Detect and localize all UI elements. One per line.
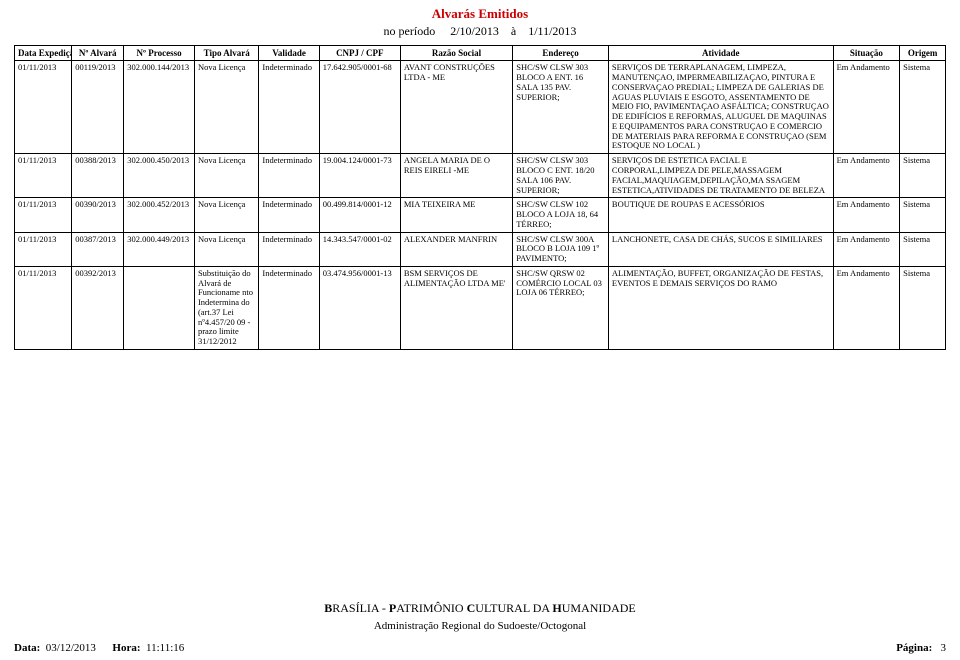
table-row: 01/11/2013 00392/2013 Substituição do Al…	[15, 266, 946, 349]
cell-situacao: Em Andamento	[833, 198, 900, 232]
cell-data: 01/11/2013	[15, 154, 72, 198]
cell-atividade: BOUTIQUE DE ROUPAS E ACESSÓRIOS	[608, 198, 833, 232]
page-title: Alvarás Emitidos	[14, 6, 946, 22]
cell-tipo: Nova Licença	[194, 61, 258, 154]
cell-situacao: Em Andamento	[833, 232, 900, 266]
period-line: no período 2/10/2013 à 1/11/2013	[14, 24, 946, 39]
col-razao: Razão Social	[400, 46, 512, 61]
cell-razao: BSM SERVIÇOS DE ALIMENTAÇÃO LTDA ME'	[400, 266, 512, 349]
cell-data: 01/11/2013	[15, 266, 72, 349]
cell-data: 01/11/2013	[15, 198, 72, 232]
cell-cnpj: 14.343.547/0001-02	[319, 232, 400, 266]
footer-meta-right: Página: 3	[896, 642, 946, 654]
cell-validade: Indeterminado	[259, 232, 319, 266]
col-endereco: Endereço	[513, 46, 609, 61]
col-atividade: Atividade	[608, 46, 833, 61]
page: Alvarás Emitidos no período 2/10/2013 à …	[0, 0, 960, 660]
cell-razao: AVANT CONSTRUÇÕES LTDA - ME	[400, 61, 512, 154]
cell-atividade: ALIMENTAÇÃO, BUFFET, ORGANIZAÇÃO DE FEST…	[608, 266, 833, 349]
cell-origem: Sistema	[900, 61, 946, 154]
cell-endereco: SHC/SW CLSW 300A BLOCO B LOJA 109 1º PAV…	[513, 232, 609, 266]
footer-h-s7: UMANIDADE	[562, 601, 636, 615]
col-validade: Validade	[259, 46, 319, 61]
table-header-row: Data Expedição Nº Alvará Nº Processo Tip…	[15, 46, 946, 61]
footer-meta: Data: 03/12/2013 Hora: 11:11:16 Página: …	[14, 642, 946, 654]
footer-hora-value: 11:11:16	[146, 642, 184, 654]
cell-origem: Sistema	[900, 198, 946, 232]
cell-cnpj: 19.004.124/0001-73	[319, 154, 400, 198]
cell-cnpj: 00.499.814/0001-12	[319, 198, 400, 232]
table-row: 01/11/2013 00388/2013 302.000.450/2013 N…	[15, 154, 946, 198]
cell-alvara: 00388/2013	[72, 154, 124, 198]
cell-situacao: Em Andamento	[833, 154, 900, 198]
col-data: Data Expedição	[15, 46, 72, 61]
footer-data-value: 03/12/2013	[46, 642, 96, 654]
cell-endereco: SHC/SW CLSW 303 BLOCO C ENT. 18/20 SALA …	[513, 154, 609, 198]
cell-tipo: Nova Licença	[194, 232, 258, 266]
footer-admin: Administração Regional do Sudoeste/Octog…	[0, 620, 960, 632]
footer-meta-left: Data: 03/12/2013 Hora: 11:11:16	[14, 642, 184, 654]
table-row: 01/11/2013 00119/2013 302.000.144/2013 N…	[15, 61, 946, 154]
footer-pagina-label: Página:	[896, 642, 932, 654]
footer-h-s3: ATRIMÔNIO	[396, 601, 466, 615]
col-tipo: Tipo Alvará	[194, 46, 258, 61]
cell-tipo: Nova Licença	[194, 198, 258, 232]
col-alvara: Nº Alvará	[72, 46, 124, 61]
footer-humanity: BRASÍLIA - PATRIMÔNIO CULTURAL DA HUMANI…	[0, 601, 960, 616]
cell-razao: ALEXANDER MANFRIN	[400, 232, 512, 266]
cell-tipo: Nova Licença	[194, 154, 258, 198]
table-body: 01/11/2013 00119/2013 302.000.144/2013 N…	[15, 61, 946, 350]
cell-processo: 302.000.452/2013	[124, 198, 195, 232]
cell-processo	[124, 266, 195, 349]
cell-validade: Indeterminado	[259, 198, 319, 232]
cell-atividade: SERVIÇOS DE TERRAPLANAGEM, LIMPEZA, MANU…	[608, 61, 833, 154]
cell-data: 01/11/2013	[15, 232, 72, 266]
cell-atividade: SERVIÇOS DE ESTETICA FACIAL E CORPORAL,L…	[608, 154, 833, 198]
cell-origem: Sistema	[900, 232, 946, 266]
cell-alvara: 00392/2013	[72, 266, 124, 349]
cell-cnpj: 03.474.956/0001-13	[319, 266, 400, 349]
period-from: 2/10/2013	[450, 24, 499, 38]
cell-origem: Sistema	[900, 266, 946, 349]
col-origem: Origem	[900, 46, 946, 61]
period-to: 1/11/2013	[528, 24, 576, 38]
cell-situacao: Em Andamento	[833, 61, 900, 154]
cell-atividade: LANCHONETE, CASA DE CHÁS, SUCOS E SIMILI…	[608, 232, 833, 266]
footer-data-label: Data:	[14, 642, 40, 654]
table-row: 01/11/2013 00387/2013 302.000.449/2013 N…	[15, 232, 946, 266]
footer-h-s5: ULTURAL DA	[475, 601, 552, 615]
cell-situacao: Em Andamento	[833, 266, 900, 349]
cell-razao: ANGELA MARIA DE O REIS EIRELI -ME	[400, 154, 512, 198]
cell-alvara: 00390/2013	[72, 198, 124, 232]
footer-h-b4: C	[467, 601, 476, 615]
cell-processo: 302.000.449/2013	[124, 232, 195, 266]
cell-validade: Indeterminado	[259, 154, 319, 198]
cell-processo: 302.000.450/2013	[124, 154, 195, 198]
cell-endereco: SHC/SW CLSW 102 BLOCO A LOJA 18, 64 TÉRR…	[513, 198, 609, 232]
col-cnpj: CNPJ / CPF	[319, 46, 400, 61]
col-processo: Nº Processo	[124, 46, 195, 61]
cell-validade: Indeterminado	[259, 266, 319, 349]
cell-alvara: 00387/2013	[72, 232, 124, 266]
cell-data: 01/11/2013	[15, 61, 72, 154]
col-situacao: Situação	[833, 46, 900, 61]
cell-validade: Indeterminado	[259, 61, 319, 154]
alvaras-table: Data Expedição Nº Alvará Nº Processo Tip…	[14, 45, 946, 350]
period-sep: à	[511, 24, 516, 38]
cell-endereco: SHC/SW QRSW 02 COMÉRCIO LOCAL 03 LOJA 06…	[513, 266, 609, 349]
footer-h-b6: H	[552, 601, 561, 615]
cell-cnpj: 17.642.905/0001-68	[319, 61, 400, 154]
cell-endereco: SHC/SW CLSW 303 BLOCO A ENT. 16 SALA 135…	[513, 61, 609, 154]
footer-h-s1: RASÍLIA -	[332, 601, 389, 615]
footer-pagina-value: 3	[941, 642, 947, 654]
cell-razao: MIA TEIXEIRA ME	[400, 198, 512, 232]
footer-hora-label: Hora:	[112, 642, 140, 654]
cell-origem: Sistema	[900, 154, 946, 198]
table-row: 01/11/2013 00390/2013 302.000.452/2013 N…	[15, 198, 946, 232]
cell-alvara: 00119/2013	[72, 61, 124, 154]
period-label: no período	[384, 24, 436, 38]
cell-processo: 302.000.144/2013	[124, 61, 195, 154]
cell-tipo: Substituição do Alvará de Funcioname nto…	[194, 266, 258, 349]
